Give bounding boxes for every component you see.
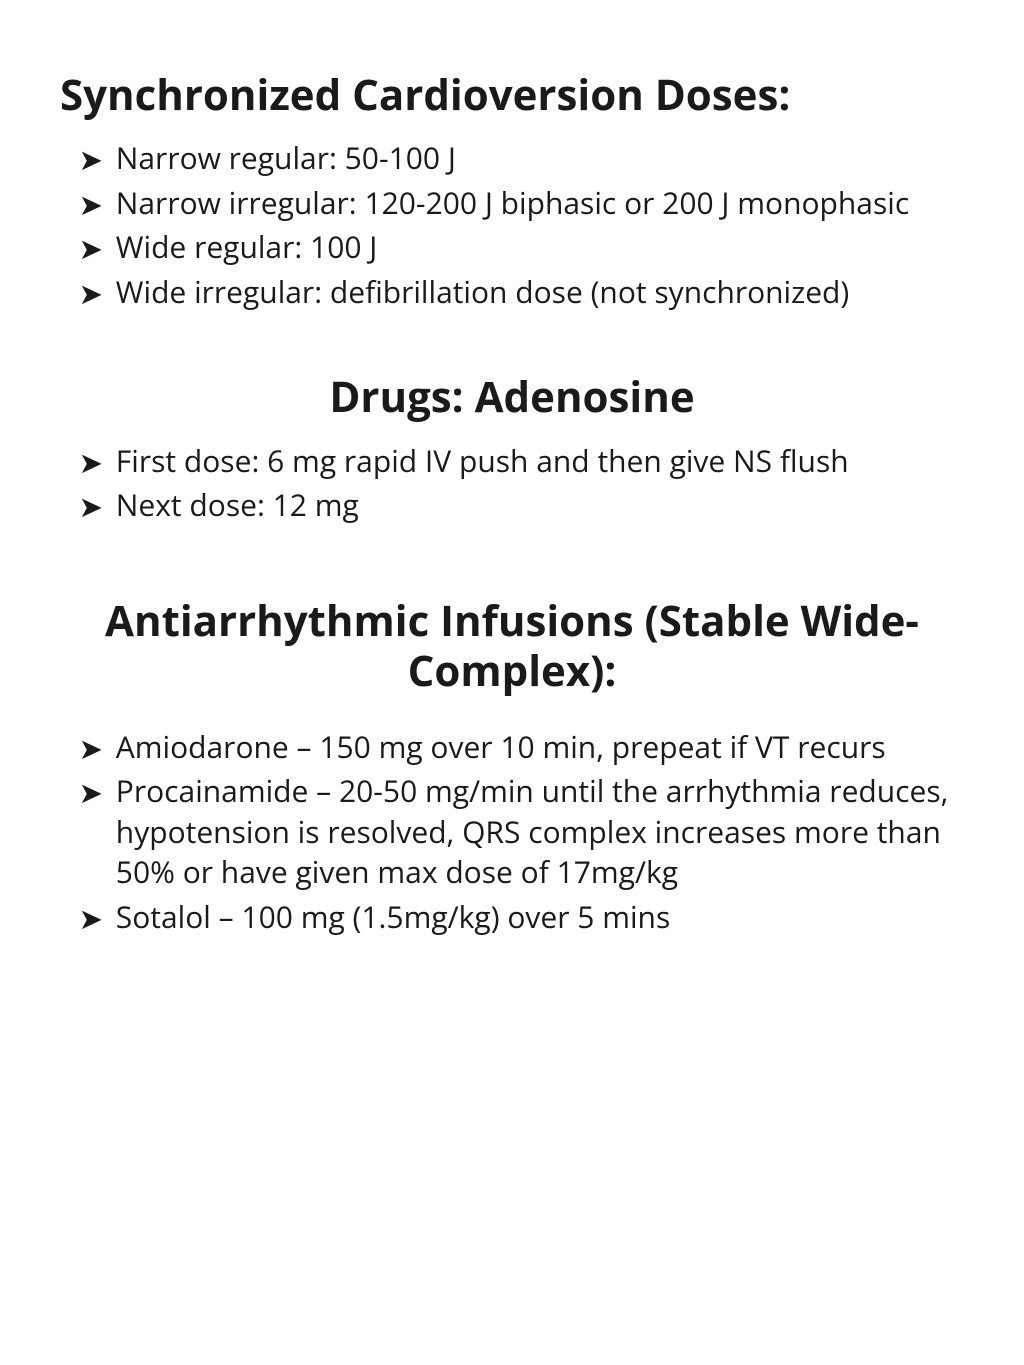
- list-item: ➤ Wide regular: 100 J: [80, 227, 964, 268]
- bullet-icon: ➤: [80, 489, 102, 524]
- list-adenosine: ➤ First dose: 6 mg rapid IV push and the…: [60, 441, 964, 526]
- list-item: ➤ Sotalol – 100 mg (1.5mg/kg) over 5 min…: [80, 897, 964, 938]
- bullet-icon: ➤: [80, 276, 102, 311]
- list-cardioversion: ➤ Narrow regular: 50-100 J ➤ Narrow irre…: [60, 138, 964, 312]
- bullet-icon: ➤: [80, 775, 102, 810]
- bullet-icon: ➤: [80, 187, 102, 222]
- list-item: ➤ First dose: 6 mg rapid IV push and the…: [80, 441, 964, 482]
- section-antiarrhythmic: Antiarrhythmic Infusions (Stable Wide-Co…: [60, 596, 964, 937]
- list-item: ➤ Amiodarone – 150 mg over 10 min, prepe…: [80, 727, 964, 768]
- bullet-icon: ➤: [80, 142, 102, 177]
- bullet-icon: ➤: [80, 445, 102, 480]
- list-item-text: Amiodarone – 150 mg over 10 min, prepeat…: [116, 727, 964, 768]
- list-item: ➤ Next dose: 12 mg: [80, 485, 964, 526]
- list-item-text: Next dose: 12 mg: [116, 485, 964, 526]
- bullet-icon: ➤: [80, 901, 102, 936]
- list-item-text: Narrow regular: 50-100 J: [116, 138, 964, 179]
- list-item: ➤ Narrow irregular: 120-200 J biphasic o…: [80, 183, 964, 224]
- list-item: ➤ Procainamide – 20-50 mg/min until the …: [80, 771, 964, 893]
- list-item-text: Wide regular: 100 J: [116, 227, 964, 268]
- list-item-text: Sotalol – 100 mg (1.5mg/kg) over 5 mins: [116, 897, 964, 938]
- heading-cardioversion: Synchronized Cardioversion Doses:: [60, 70, 964, 120]
- list-item-text: Wide irregular: defibrillation dose (not…: [116, 272, 964, 313]
- bullet-icon: ➤: [80, 731, 102, 766]
- list-item: ➤ Wide irregular: defibrillation dose (n…: [80, 272, 964, 313]
- list-item-text: Narrow irregular: 120-200 J biphasic or …: [116, 183, 964, 224]
- list-item: ➤ Narrow regular: 50-100 J: [80, 138, 964, 179]
- bullet-icon: ➤: [80, 231, 102, 266]
- list-item-text: Procainamide – 20-50 mg/min until the ar…: [116, 771, 964, 893]
- section-adenosine: Drugs: Adenosine ➤ First dose: 6 mg rapi…: [60, 372, 964, 525]
- heading-antiarrhythmic: Antiarrhythmic Infusions (Stable Wide-Co…: [60, 596, 964, 697]
- list-item-text: First dose: 6 mg rapid IV push and then …: [116, 441, 964, 482]
- heading-adenosine: Drugs: Adenosine: [60, 372, 964, 422]
- list-antiarrhythmic: ➤ Amiodarone – 150 mg over 10 min, prepe…: [60, 727, 964, 938]
- section-cardioversion: Synchronized Cardioversion Doses: ➤ Narr…: [60, 70, 964, 312]
